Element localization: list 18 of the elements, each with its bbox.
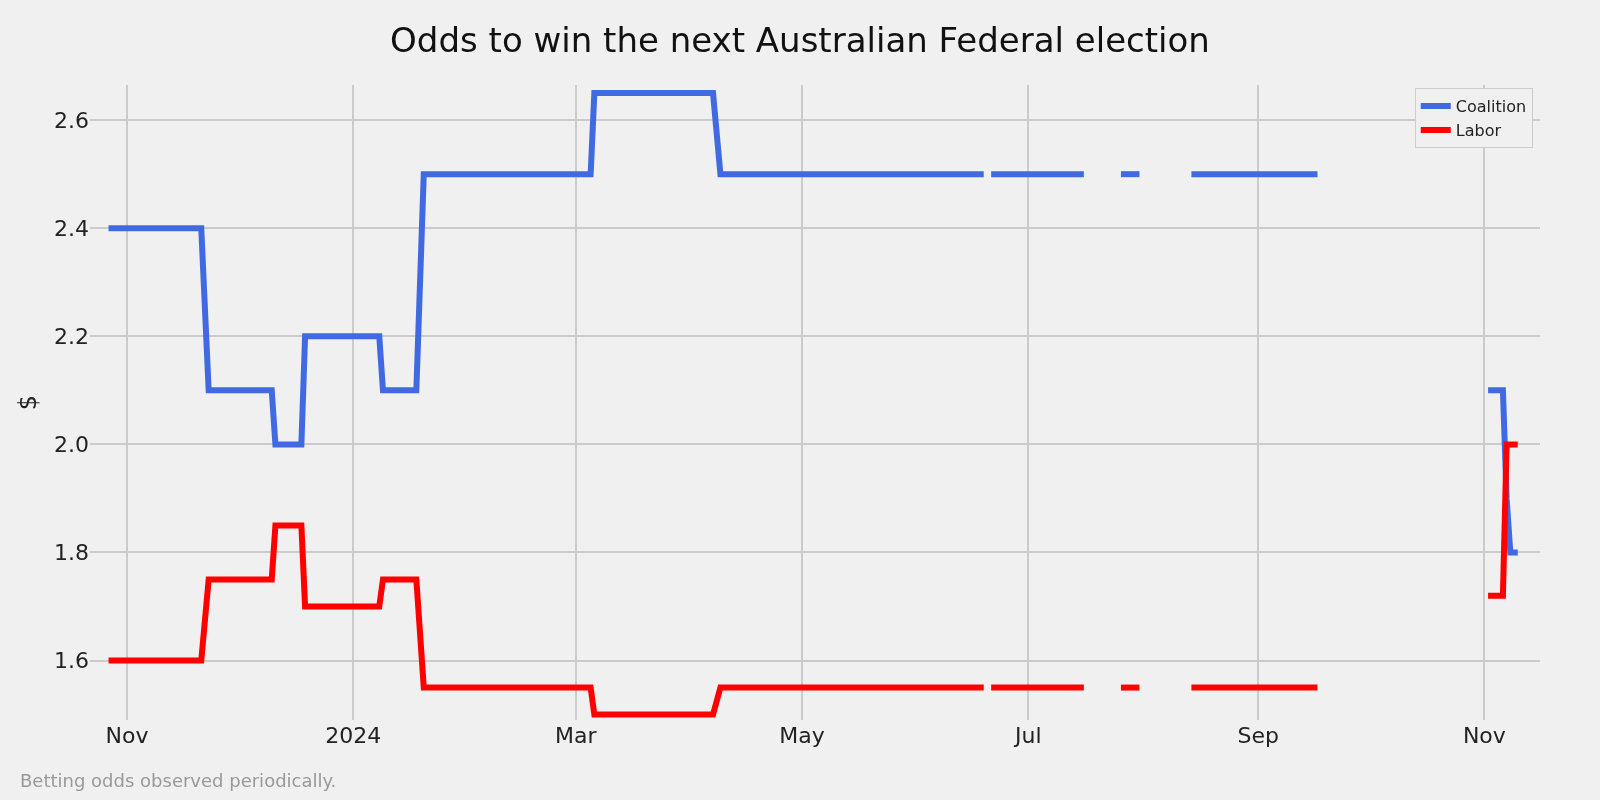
x-tick-label: Nov — [1462, 723, 1506, 748]
y-tick-label: 2.6 — [54, 107, 89, 133]
x-tick-label: May — [779, 723, 825, 748]
chart-title: Odds to win the next Australian Federal election — [390, 19, 1210, 60]
y-tick-label: 1.8 — [54, 540, 89, 566]
y-tick-label: 2.0 — [54, 432, 89, 458]
text: Betting odds observed periodically. — [20, 770, 337, 791]
x-tick-label: 2024 — [325, 723, 382, 748]
legend-label: Labor — [1455, 121, 1502, 141]
x-tick-label: Jul — [1012, 723, 1042, 748]
x-tick-label: Sep — [1237, 723, 1279, 748]
y-axis-title: $ — [14, 394, 43, 411]
x-tick-label: Nov — [105, 723, 149, 748]
legend-label: Coalition — [1455, 97, 1527, 117]
y-tick-label: 1.6 — [54, 648, 89, 674]
y-tick-label: 2.4 — [54, 215, 89, 241]
y-tick-label: 2.2 — [54, 324, 89, 349]
x-tick-label: Mar — [555, 723, 598, 748]
